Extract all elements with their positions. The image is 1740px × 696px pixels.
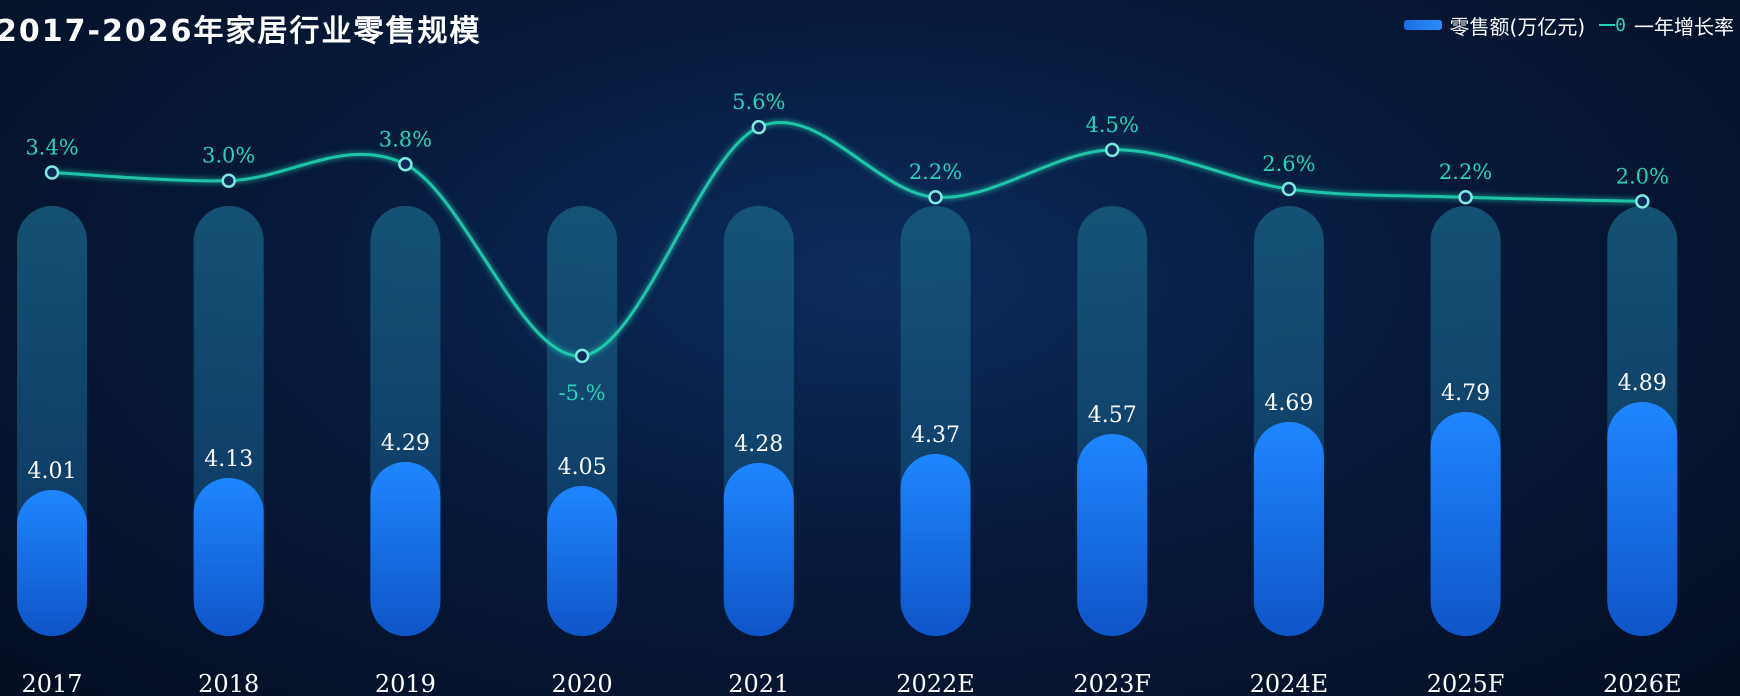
bar-2021 xyxy=(723,463,794,636)
x-tick-2026E: 2026E xyxy=(1603,670,1682,696)
x-tick-2023F: 2023F xyxy=(1073,670,1151,696)
bar-2018 xyxy=(193,478,264,636)
rate-label-2022E: 2.2% xyxy=(909,160,962,184)
bar-2022E xyxy=(900,454,971,636)
x-tick-2017: 2017 xyxy=(21,670,82,696)
value-label-2024E: 4.69 xyxy=(1264,391,1313,416)
growth-point-2019 xyxy=(398,157,413,172)
bar-2026E xyxy=(1607,402,1678,636)
growth-rate-line xyxy=(51,120,1643,358)
bar-2024E xyxy=(1253,422,1324,636)
legend-label-retail: 零售额(万亿元) xyxy=(1449,14,1586,39)
legend-line-marker: 0 xyxy=(1615,14,1626,36)
bar-2017 xyxy=(17,490,87,636)
growth-point-2021 xyxy=(751,119,767,135)
x-tick-2018: 2018 xyxy=(198,670,259,696)
value-label-2017: 4.01 xyxy=(28,459,77,484)
legend: 零售额(万亿元) 0 一年增长率 xyxy=(1403,10,1734,40)
legend-label-growth: 一年增长率 xyxy=(1634,14,1734,39)
bar-2023F xyxy=(1077,434,1148,636)
growth-point-2025F xyxy=(1458,189,1473,205)
legend-item-retail: 零售额(万亿元) xyxy=(1403,11,1586,40)
value-label-2026E: 4.89 xyxy=(1618,371,1667,396)
bar-2020 xyxy=(547,486,618,636)
value-label-2025F: 4.79 xyxy=(1441,381,1490,406)
legend-bar-swatch xyxy=(1403,20,1442,30)
growth-point-2018 xyxy=(221,173,236,188)
value-label-2018: 4.13 xyxy=(204,447,253,472)
x-tick-2020: 2020 xyxy=(552,670,613,696)
bar-2025F xyxy=(1430,412,1501,636)
rate-label-2023F: 4.5% xyxy=(1086,113,1139,137)
growth-point-2024E xyxy=(1281,181,1297,197)
bar-2019 xyxy=(370,462,441,636)
rate-label-2021: 5.6% xyxy=(732,90,785,114)
growth-point-2017 xyxy=(44,165,60,180)
value-label-2020: 4.05 xyxy=(558,455,607,480)
rate-label-2026E: 2.0% xyxy=(1616,164,1669,188)
growth-point-2023F xyxy=(1104,142,1120,158)
legend-item-growth: 0 一年增长率 xyxy=(1599,11,1734,40)
x-tick-2025F: 2025F xyxy=(1427,670,1505,696)
x-tick-2024E: 2024E xyxy=(1250,670,1329,696)
x-tick-2019: 2019 xyxy=(375,670,436,696)
growth-point-2026E xyxy=(1635,194,1650,209)
value-label-2021: 4.28 xyxy=(734,432,783,457)
rate-label-2017: 3.4% xyxy=(25,136,78,160)
value-label-2022E: 4.37 xyxy=(911,423,960,448)
growth-point-2020 xyxy=(574,348,590,364)
rate-label-2024E: 2.6% xyxy=(1262,152,1315,176)
value-label-2023F: 4.57 xyxy=(1088,403,1137,428)
rate-label-2018: 3.0% xyxy=(202,144,255,168)
rate-label-2019: 3.8% xyxy=(379,127,432,151)
value-label-2019: 4.29 xyxy=(381,431,430,456)
x-tick-2021: 2021 xyxy=(728,670,789,696)
rate-label-2020: -5.% xyxy=(559,381,606,405)
x-tick-2022E: 2022E xyxy=(896,670,975,696)
growth-point-2022E xyxy=(928,189,943,205)
rate-label-2025F: 2.2% xyxy=(1439,160,1492,184)
chart-title: 2017-2026年家居行业零售规模 xyxy=(0,14,482,49)
legend-line-swatch: 0 xyxy=(1599,15,1626,36)
